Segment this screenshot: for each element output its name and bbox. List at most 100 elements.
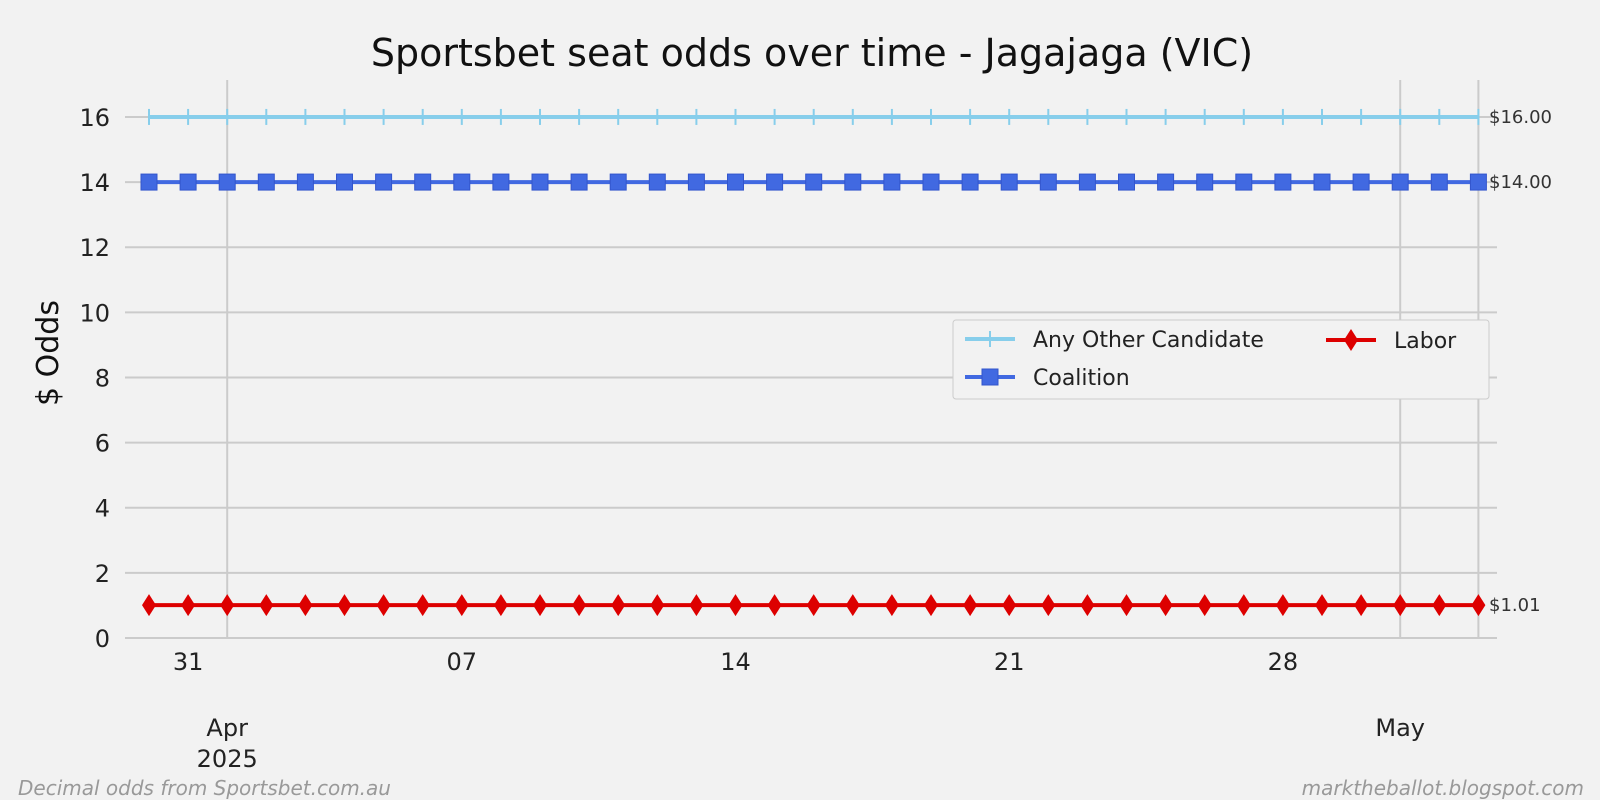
series-end-label: $14.00 xyxy=(1489,172,1552,193)
y-tick-label: 4 xyxy=(95,495,110,523)
legend-item: Labor xyxy=(1326,329,1457,354)
data-point xyxy=(1275,594,1290,617)
data-point xyxy=(766,173,784,191)
y-tick-label: 8 xyxy=(95,364,110,392)
data-point xyxy=(492,173,510,191)
y-tick-label: 10 xyxy=(79,299,110,327)
data-point xyxy=(963,594,978,617)
data-point xyxy=(570,173,588,191)
data-point xyxy=(1000,173,1018,191)
data-point xyxy=(728,594,743,617)
data-point xyxy=(1354,594,1369,617)
legend: Any Other Candidate Coalition Labor xyxy=(952,319,1490,400)
axes: 0 2 4 6 8 10 12 14 16 Apr 2025 May 31 07 14 21 28 xyxy=(79,104,1425,773)
data-point xyxy=(845,594,860,617)
chart-title: Sportsbet seat odds over time - Jagajaga… xyxy=(371,31,1253,75)
x-major-label: May xyxy=(1375,714,1425,742)
y-tick-label: 16 xyxy=(79,104,110,132)
data-point xyxy=(1274,173,1292,191)
data-point xyxy=(1118,173,1135,191)
data-point xyxy=(453,173,471,191)
footer-site: marktheballot.blogspot.com xyxy=(1302,776,1584,800)
data-point xyxy=(1080,594,1095,617)
data-point xyxy=(844,173,862,191)
y-tick-label: 12 xyxy=(79,234,110,262)
series-end-label: $1.01 xyxy=(1489,595,1541,616)
data-point xyxy=(806,594,821,617)
y-tick-label: 0 xyxy=(95,625,110,653)
data-point xyxy=(493,594,508,617)
data-point xyxy=(1430,173,1448,191)
data-point xyxy=(1471,594,1486,617)
data-point xyxy=(181,594,196,617)
data-point xyxy=(179,173,197,191)
data-point xyxy=(1002,594,1017,617)
data-point xyxy=(375,173,393,191)
data-point xyxy=(1157,173,1175,191)
data-point xyxy=(961,173,979,191)
data-point xyxy=(1196,173,1214,191)
data-point xyxy=(650,594,665,617)
data-point xyxy=(533,594,547,617)
data-point xyxy=(767,594,782,617)
x-major-year-label: 2025 xyxy=(197,745,258,773)
y-tick-label: 14 xyxy=(79,169,110,197)
data-point xyxy=(259,594,274,617)
x-tick-label: 31 xyxy=(173,648,204,676)
data-point xyxy=(1039,173,1057,191)
data-point xyxy=(648,173,666,191)
data-point xyxy=(376,594,391,617)
legend-swatch-marker xyxy=(1344,329,1358,351)
data-point xyxy=(924,594,938,617)
data-point xyxy=(609,173,627,191)
data-point xyxy=(572,594,587,617)
data-point xyxy=(883,173,901,191)
data-point xyxy=(142,594,156,617)
data-point xyxy=(611,594,626,617)
data-point xyxy=(1313,173,1331,191)
data-point xyxy=(336,173,353,191)
y-tick-label: 2 xyxy=(95,560,110,588)
series-any-other-candidate: $16.00 xyxy=(148,107,1552,128)
data-point xyxy=(727,173,744,191)
series-layer: $16.00 $14.00 $1.01 xyxy=(140,107,1552,617)
legend-label: Any Other Candidate xyxy=(1033,328,1264,353)
data-point xyxy=(1315,594,1329,617)
x-tick-label: 21 xyxy=(994,648,1025,676)
data-point xyxy=(414,173,432,191)
legend-label: Coalition xyxy=(1033,366,1130,391)
series-labor: $1.01 xyxy=(142,594,1541,617)
data-point xyxy=(1352,173,1370,191)
data-point xyxy=(415,594,430,617)
y-tick-label: 6 xyxy=(95,430,110,458)
data-point xyxy=(257,173,275,191)
x-tick-label: 14 xyxy=(720,648,751,676)
data-point xyxy=(1041,594,1056,617)
data-point xyxy=(805,173,823,191)
legend-swatch-marker xyxy=(981,368,999,386)
data-point xyxy=(1393,594,1408,617)
footer-source: Decimal odds from Sportsbet.com.au xyxy=(18,776,391,800)
x-tick-label: 07 xyxy=(447,648,478,676)
data-point xyxy=(1119,594,1134,617)
data-point xyxy=(1391,173,1409,191)
legend-item: Coalition xyxy=(965,366,1130,391)
y-axis-label: $ Odds xyxy=(31,300,66,406)
data-point xyxy=(454,594,469,617)
data-point xyxy=(337,594,352,617)
x-tick-label: 28 xyxy=(1268,648,1299,676)
legend-label: Labor xyxy=(1394,329,1457,354)
data-point xyxy=(1432,594,1447,617)
data-point xyxy=(687,173,705,191)
series-end-label: $16.00 xyxy=(1489,107,1552,128)
data-point xyxy=(298,594,313,617)
data-point xyxy=(1158,594,1173,617)
data-point xyxy=(1236,594,1251,617)
legend-item: Any Other Candidate xyxy=(965,328,1264,353)
series-coalition: $14.00 xyxy=(140,172,1552,193)
data-point xyxy=(1235,173,1253,191)
x-major-label: Apr xyxy=(206,714,248,742)
data-point xyxy=(922,173,940,191)
data-point xyxy=(140,173,158,191)
